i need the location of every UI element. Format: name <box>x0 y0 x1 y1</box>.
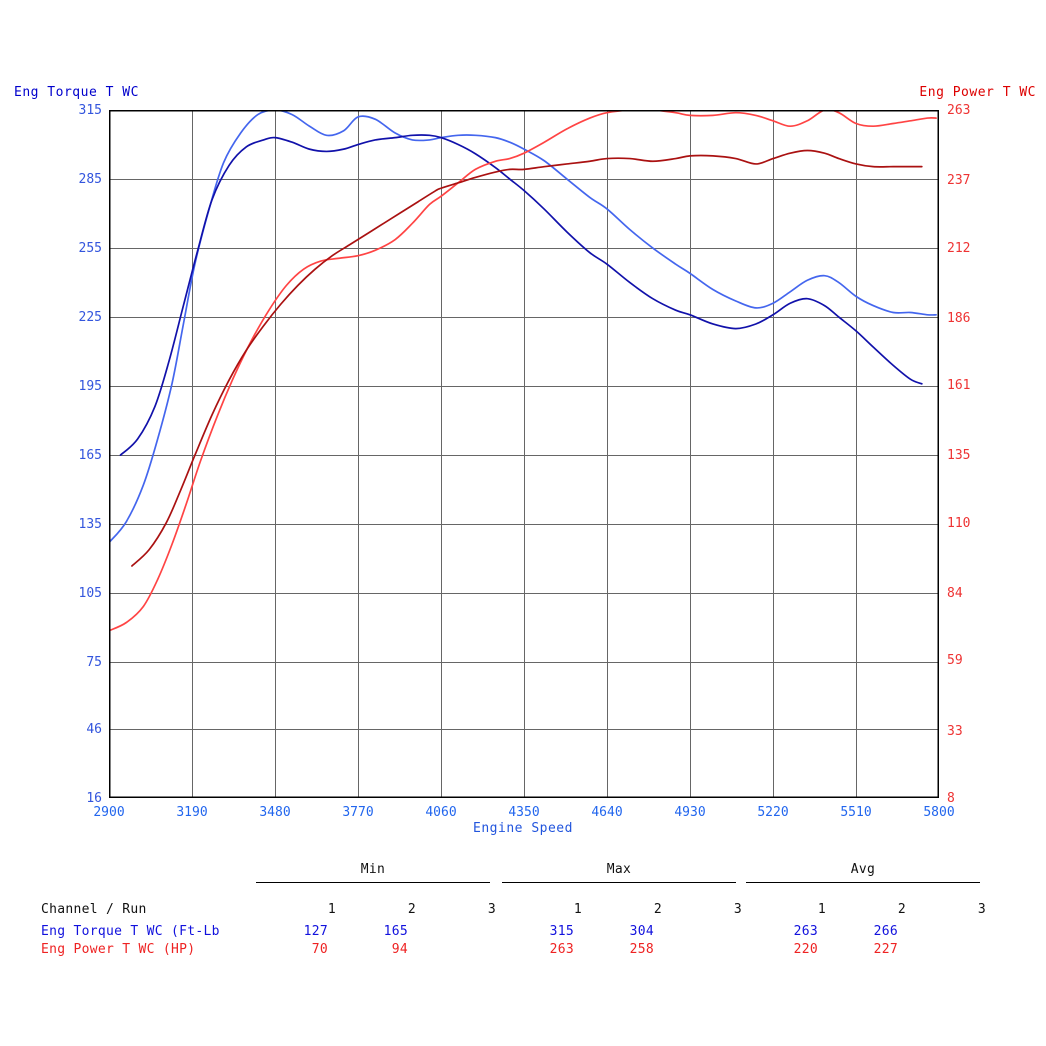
summary-value-cell: 227 <box>873 942 898 957</box>
left-tick-label: 225 <box>78 310 102 326</box>
summary-value-cell: 127 <box>303 924 328 939</box>
summary-run-header: 3 <box>733 902 742 917</box>
right-tick-label: 161 <box>947 378 971 394</box>
x-tick-label: 2900 <box>93 805 125 820</box>
right-tick-label: 84 <box>947 585 963 601</box>
left-tick-label: 195 <box>78 379 102 395</box>
left-axis-title: Eng Torque T WC <box>14 85 139 100</box>
right-tick-label: 186 <box>947 310 971 326</box>
summary-data-row: Eng Torque T WC (Ft-Lb 127 165 315 304 263 266 <box>0 924 1046 942</box>
left-tick-label: 16 <box>86 791 102 806</box>
series-line-1 <box>109 110 937 544</box>
summary-group-rule <box>502 882 736 883</box>
summary-group-rule <box>256 882 490 883</box>
summary-run-header: 1 <box>817 902 826 917</box>
summary-value-cell: 263 <box>549 942 574 957</box>
series-line-4 <box>131 149 923 567</box>
x-tick-label: 5800 <box>923 805 955 820</box>
summary-run-header: 1 <box>573 902 582 917</box>
summary-value-cell: 94 <box>391 942 408 957</box>
summary-run-header: 3 <box>487 902 496 917</box>
left-tick-label: 285 <box>78 172 102 188</box>
right-tick-label: 237 <box>947 173 971 189</box>
summary-value-cell: 263 <box>793 924 818 939</box>
series-line-3 <box>109 110 937 632</box>
x-tick-label: 3480 <box>259 805 291 820</box>
summary-table: Min Max Avg Channel / Run 1 2 3 1 2 3 1 2 3 Eng Torqu… <box>0 862 1046 972</box>
left-tick-label: 135 <box>78 517 102 533</box>
series-line-2 <box>119 134 923 456</box>
summary-row-label: Eng Power T WC (HP) <box>41 942 196 957</box>
summary-header-row: Channel / Run 1 2 3 1 2 3 1 2 3 <box>0 902 1046 920</box>
x-tick-label: 5510 <box>840 805 872 820</box>
summary-row-label: Eng Torque T WC (Ft-Lb <box>41 924 220 939</box>
right-tick-label: 135 <box>947 448 971 464</box>
left-tick-label: 75 <box>86 655 102 671</box>
summary-data-row: Eng Power T WC (HP) 70 94 263 258 220 227 <box>0 942 1046 960</box>
right-tick-label: 8 <box>947 791 955 806</box>
x-tick-label: 4350 <box>508 805 540 820</box>
summary-value-cell: 165 <box>383 924 408 939</box>
x-tick-label: 4060 <box>425 805 457 820</box>
x-tick-label: 4930 <box>674 805 706 820</box>
summary-value-cell: 258 <box>629 942 654 957</box>
summary-run-header: 2 <box>407 902 416 917</box>
left-tick-label: 105 <box>78 586 102 602</box>
chart-canvas <box>109 110 939 798</box>
summary-run-header: 2 <box>897 902 906 917</box>
data-curves <box>109 110 937 632</box>
summary-group-header: Avg <box>850 862 876 877</box>
summary-group-rule <box>746 882 980 883</box>
summary-run-header: 3 <box>977 902 986 917</box>
summary-value-cell: 70 <box>311 942 328 957</box>
summary-value-cell: 315 <box>549 924 574 939</box>
right-tick-label: 59 <box>947 653 963 669</box>
plot-area <box>109 110 939 798</box>
left-tick-label: 165 <box>78 448 102 464</box>
gridlines <box>109 110 939 798</box>
summary-value-cell: 220 <box>793 942 818 957</box>
right-tick-label: 33 <box>947 723 963 739</box>
left-tick-label: 46 <box>86 721 102 737</box>
summary-value-cell: 304 <box>629 924 654 939</box>
x-tick-label: 3190 <box>176 805 208 820</box>
x-tick-label: 4640 <box>591 805 623 820</box>
summary-channel-header: Channel / Run <box>41 902 147 917</box>
summary-group-header: Min <box>360 862 386 877</box>
left-tick-label: 255 <box>78 241 102 257</box>
right-tick-label: 263 <box>947 103 971 118</box>
summary-run-header: 2 <box>653 902 662 917</box>
x-axis-title: Engine Speed <box>473 821 573 836</box>
summary-group-header: Max <box>606 862 632 877</box>
summary-run-header: 1 <box>327 902 336 917</box>
right-axis-title: Eng Power T WC <box>919 85 1036 100</box>
summary-value-cell: 266 <box>873 924 898 939</box>
x-tick-label: 5220 <box>757 805 789 820</box>
left-tick-label: 315 <box>78 103 102 118</box>
plot-border <box>109 110 939 798</box>
right-tick-label: 110 <box>947 515 971 531</box>
right-tick-label: 212 <box>947 240 971 256</box>
x-tick-label: 3770 <box>342 805 374 820</box>
